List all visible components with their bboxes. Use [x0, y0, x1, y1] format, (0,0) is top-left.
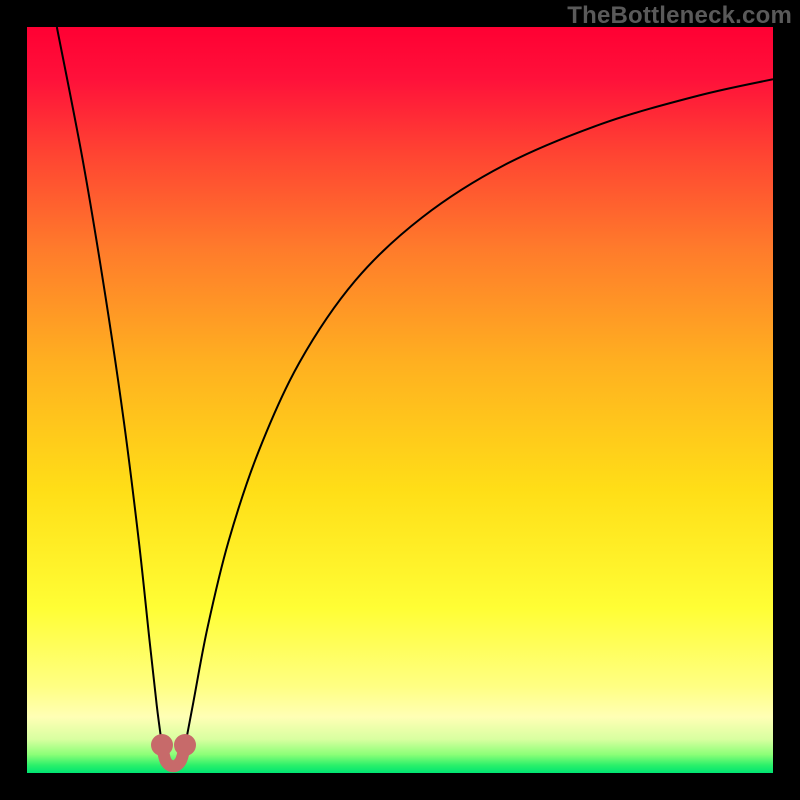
curve-right-branch: [185, 79, 773, 745]
stage: TheBottleneck.com: [0, 0, 800, 800]
plot-area: [27, 27, 773, 773]
curve-layer: [27, 27, 773, 773]
curve-left-branch: [57, 27, 162, 745]
attribution-label: TheBottleneck.com: [567, 2, 792, 30]
